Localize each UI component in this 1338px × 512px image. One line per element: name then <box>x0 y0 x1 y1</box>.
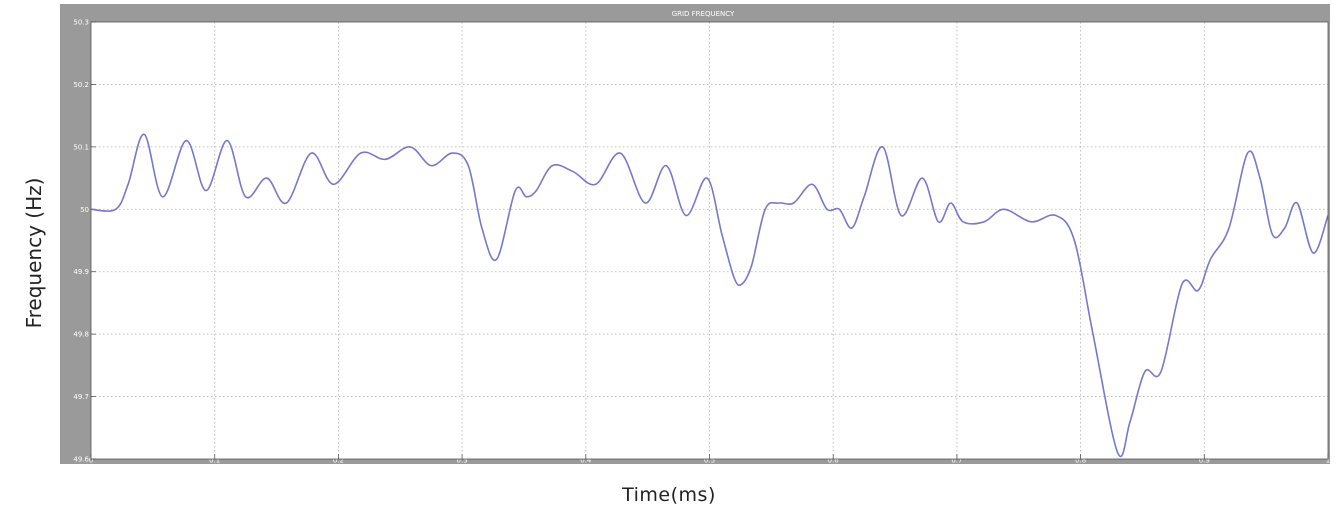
x-tick-label: 0.4 <box>580 457 592 465</box>
x-tick-label: 0.5 <box>704 457 715 465</box>
x-tick-label: 0.9 <box>1199 457 1210 465</box>
series-line <box>90 133 1329 457</box>
y-tick-label: 49.7 <box>73 393 89 401</box>
x-tick-label: 0.3 <box>457 457 468 465</box>
y-tick-label: 50 <box>80 206 89 214</box>
frequency-chart: GRID FREQUENCY 0 0.1 0.2 0.3 0.4 0.5 0.6 0.7 0.8… <box>60 4 1330 464</box>
x-tick-label: 0.1 <box>209 457 220 465</box>
y-tick-label: 49.8 <box>73 331 89 339</box>
x-tick-label: 0.6 <box>828 457 840 465</box>
y-tick-label: 49.6 <box>73 456 89 464</box>
y-tick-label: 50.1 <box>73 143 89 151</box>
y-tick-label: 49.9 <box>73 268 89 276</box>
x-tick-label: 0.7 <box>951 457 962 465</box>
chart-title: GRID FREQUENCY <box>672 10 735 18</box>
x-tick-label: 0.8 <box>1075 457 1086 465</box>
grid-lines <box>91 22 1328 459</box>
x-tick-label: 0 <box>89 457 93 465</box>
x-tick-label: 0.2 <box>333 457 344 465</box>
y-tick-label: 50.2 <box>73 81 89 89</box>
y-tick-label: 50.3 <box>73 19 89 27</box>
y-axis-label-container: Frequency (Hz) <box>0 0 60 460</box>
plot-area <box>91 22 1328 459</box>
y-axis-label: Frequency (Hz) <box>22 177 46 329</box>
x-tick-label: 1 <box>1326 457 1330 465</box>
x-axis-label: Time(ms) <box>622 484 716 506</box>
plot-area-border <box>90 21 1329 460</box>
